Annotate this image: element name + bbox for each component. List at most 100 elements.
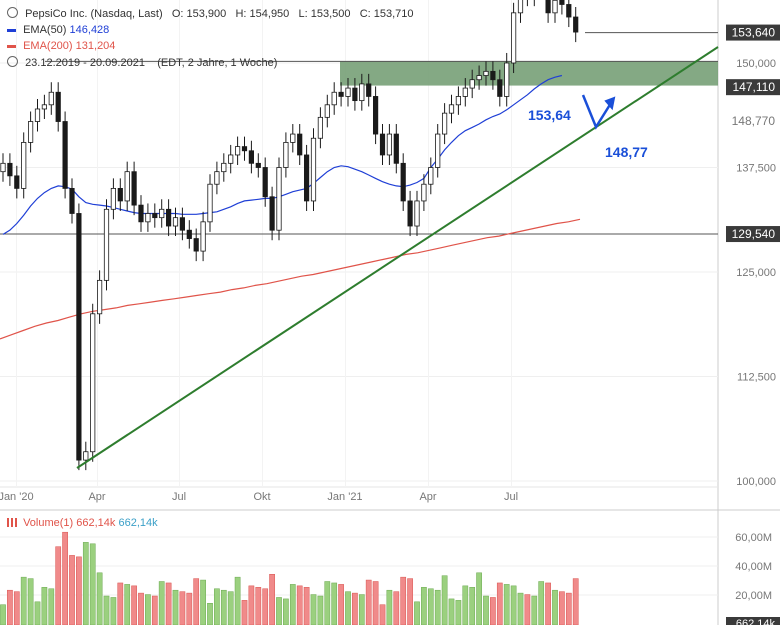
volume-bars-icon [7,518,17,527]
y-tick-label: 125,000 [736,267,776,279]
candle-body [186,229,192,239]
candle-body [393,133,399,164]
candle-body [62,121,68,189]
clock-icon [7,7,18,18]
candle-body [221,162,227,173]
candle-body [573,16,579,33]
candle-body [366,83,372,97]
volume-bar [345,591,351,626]
legend-ema200[interactable]: EMA(200) 131,204 [7,40,115,52]
volume-bar [0,604,6,626]
volume-bar [131,585,137,626]
volume-bar [41,587,48,626]
candle-body [165,208,172,227]
volume-bar [552,589,558,626]
ema200-line [0,218,581,340]
candle-body [331,91,337,106]
volume-bar [220,589,227,626]
volume-bar [476,572,482,626]
candle-body [497,79,503,97]
volume-bar [434,589,441,626]
volume-bar [172,589,179,626]
candle-body [14,175,20,189]
volume-y-tick: 60,00M [735,532,772,544]
volume-bar [379,604,386,626]
volume-bar [503,584,510,626]
volume-bar [241,600,248,626]
volume-bar [524,594,531,626]
candle-body [476,75,482,81]
candle-body [55,91,61,122]
zone-layer [340,61,718,86]
candle-body [290,133,296,143]
volume-bar [55,546,62,626]
volume-bar [13,591,20,626]
candle-body [462,87,468,97]
candle-body [386,133,393,156]
volume-bar [269,574,275,626]
volume-bar [545,582,551,626]
candle-body [172,217,179,227]
volume-bar [427,588,434,626]
candle-body [359,83,365,102]
volume-bar [82,542,89,626]
volume-bar [469,587,476,626]
x-tick-label: Apr [419,491,436,503]
volume-bar [227,591,234,626]
legend-ema50[interactable]: EMA(50) 146,428 [7,24,109,36]
volume-bar [248,585,255,626]
volume-bar [455,600,462,626]
candle-body [27,121,34,143]
volume-bar [441,575,448,626]
candle-body [255,162,261,168]
ema200-value: 131,204 [75,40,116,52]
hline-layer [0,32,718,235]
candle-body [276,167,282,231]
volume-bar [338,584,344,626]
volume-bar [62,531,68,626]
ohlc-low-label: L: [298,8,308,20]
candle-body [110,187,116,210]
volume-bar [559,591,565,626]
candle-body [83,451,89,461]
volume-bar [276,597,282,626]
candle-body [90,313,96,453]
candle-body [303,154,310,202]
candle-body [124,171,130,202]
candle-body [269,196,275,231]
candle-body [469,79,475,89]
volume-bar [331,582,338,626]
y-tick-label: 100,000 [736,476,776,488]
level-tag-label: 153,640 [732,26,776,40]
volume-bar [283,598,289,626]
candle-body [117,187,123,202]
volume-bar [103,595,110,626]
candle-body [41,104,48,110]
candle-layer [0,0,579,471]
candle-body [504,62,510,97]
candle-body [435,133,441,168]
candle-body [559,0,565,5]
volume-legend[interactable]: Volume(1) 662,14k 662,14k [7,517,158,529]
candle-body [414,200,420,227]
candle-body [48,91,54,106]
y-tick-label: 112,500 [737,372,776,384]
volume-bar [483,595,489,626]
ohlc-open: 153,900 [186,8,227,20]
candle-body [441,112,448,135]
volume-bar [214,588,220,626]
ohlc-open-label: O: [171,8,184,20]
annotation-layer: 153,64 148,77 [528,94,648,160]
level-tag-box [726,79,780,96]
volume-bar [7,589,13,626]
y-tick-label: 137,500 [736,163,776,175]
volume-bar [393,591,400,626]
forecast-arrow-head [604,96,616,111]
candle-body [7,162,13,177]
candle-body [200,221,206,252]
volume-bar [565,592,572,626]
volume-bar [538,581,545,626]
volume-bar [317,595,324,626]
